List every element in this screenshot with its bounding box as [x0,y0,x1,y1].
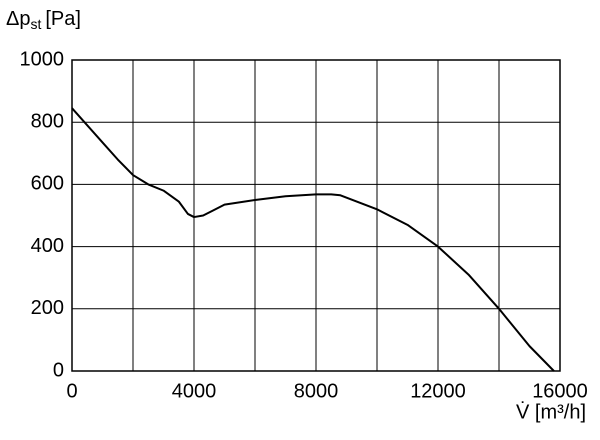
y-label-unit: [Pa] [45,8,81,30]
y-label-symbol: Δp [6,8,30,30]
x-tick-label: 0 [66,380,77,402]
x-axis-label: V̇ [m³/h] [516,401,586,423]
curve [71,107,555,372]
x-tick-label: 8000 [294,380,339,402]
y-tick-label: 0 [53,359,64,381]
y-axis-label: Δpst [Pa] [6,8,81,31]
y-tick-label: 200 [31,297,64,319]
y-label-subscript: st [30,16,41,32]
y-tick-label: 1000 [20,48,65,70]
x-tick-label: 16000 [532,380,588,402]
x-tick-label: 4000 [172,380,217,402]
x-tick-label: 12000 [410,380,466,402]
plot-frame [71,59,561,372]
y-tick-label: 400 [31,235,64,257]
y-tick-label: 800 [31,110,64,132]
y-tick-label: 600 [31,173,64,195]
